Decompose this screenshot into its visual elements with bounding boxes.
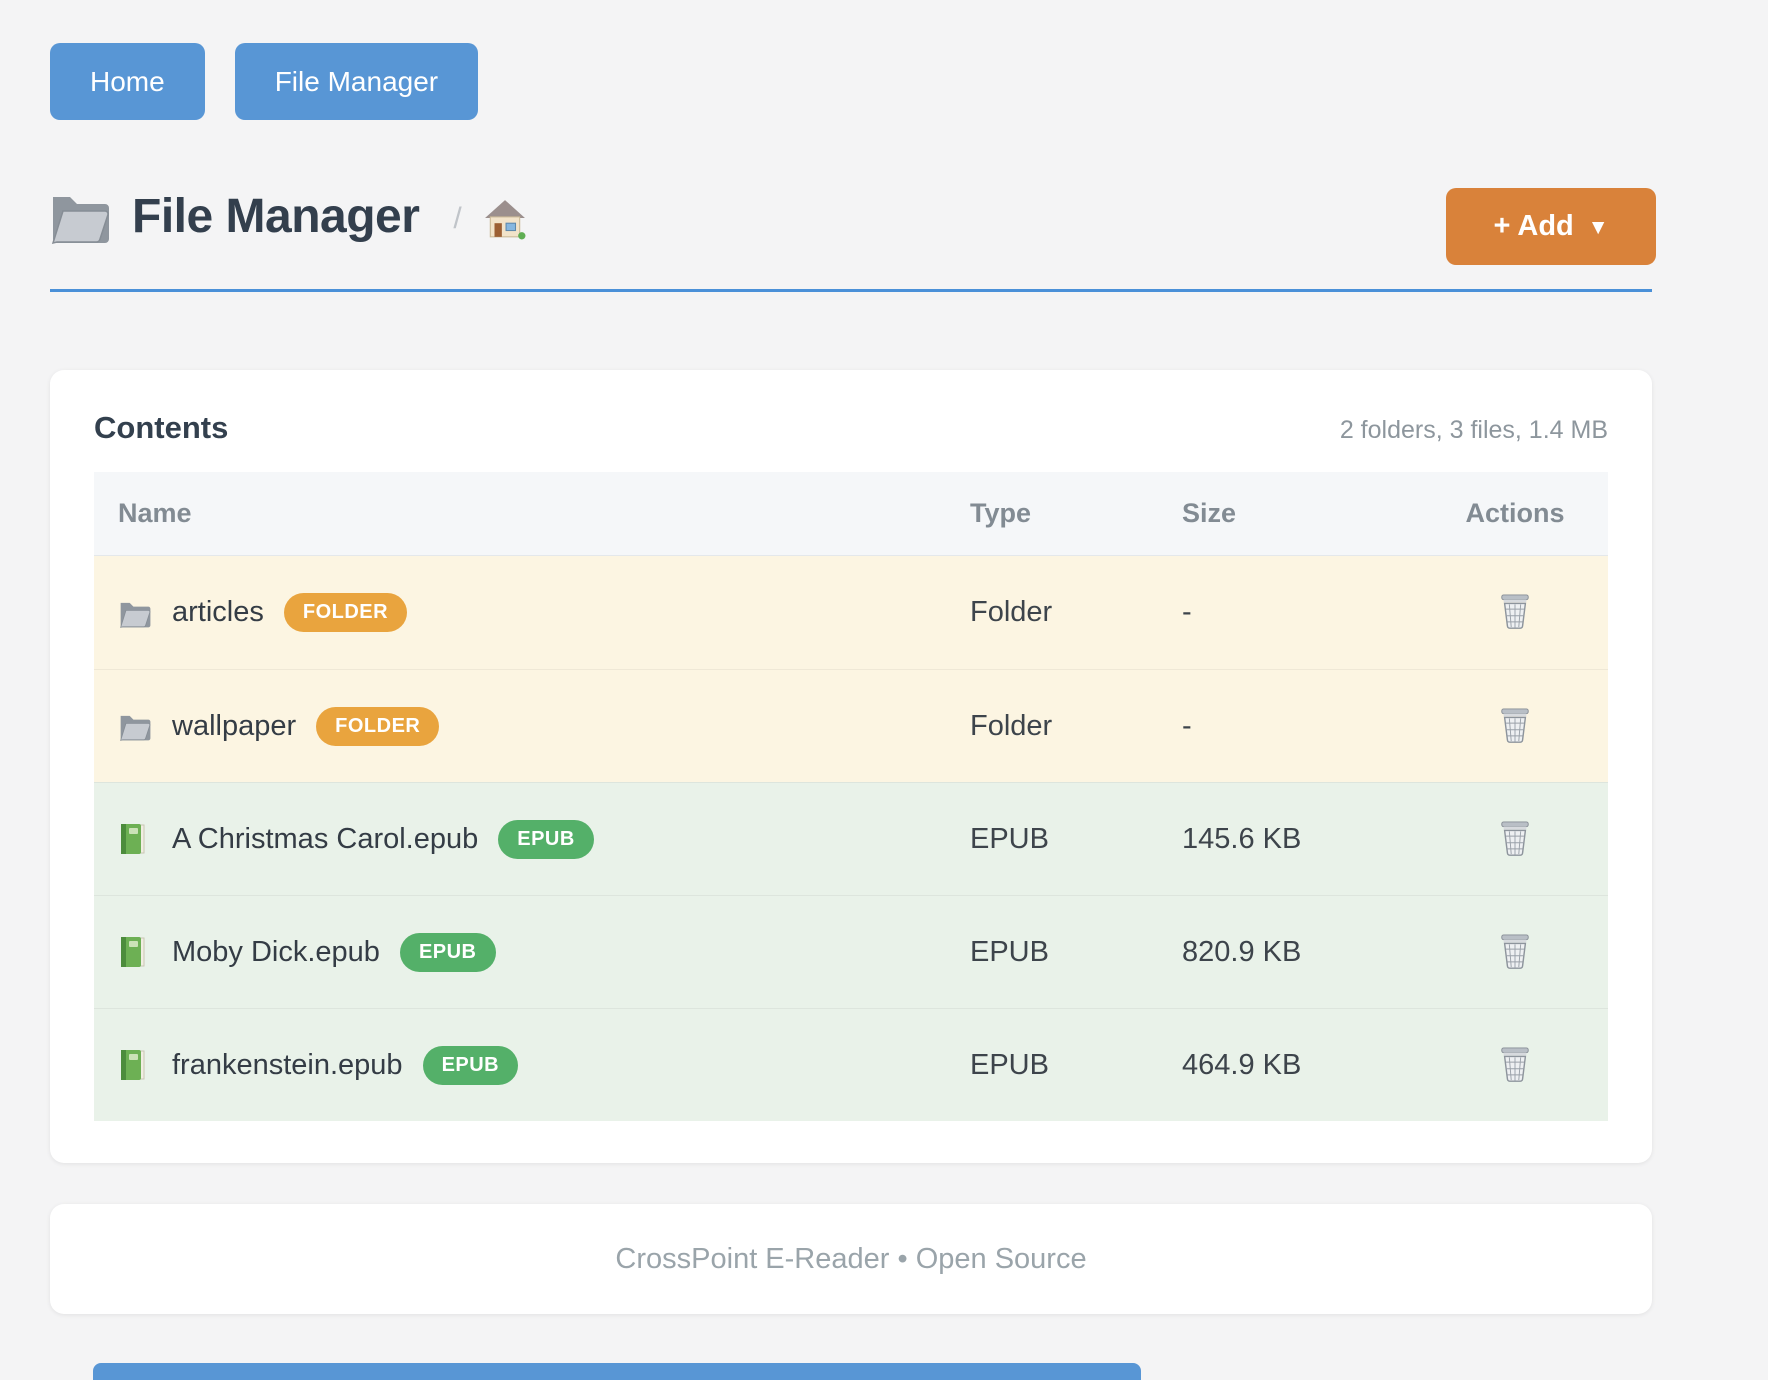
- book-icon: [118, 823, 152, 855]
- chevron-down-icon: ▼: [1587, 216, 1609, 239]
- table-header-row: Name Type Size Actions: [94, 472, 1608, 556]
- column-header-actions: Actions: [1465, 498, 1565, 528]
- trash-icon: [1498, 706, 1532, 747]
- file-name[interactable]: wallpaper: [172, 709, 297, 742]
- delete-button[interactable]: [1498, 706, 1532, 747]
- delete-button[interactable]: [1498, 819, 1532, 860]
- type-badge: EPUB: [422, 1045, 519, 1085]
- type-badge: FOLDER: [283, 593, 408, 632]
- type-cell: EPUB: [970, 822, 1049, 855]
- column-header-size: Size: [1182, 498, 1237, 528]
- table-row[interactable]: frankenstein.epub EPUB EPUB 464.9 KB: [94, 1008, 1608, 1121]
- table-row[interactable]: articles FOLDER Folder -: [94, 556, 1608, 669]
- type-badge: EPUB: [498, 819, 594, 859]
- delete-button[interactable]: [1498, 1045, 1532, 1086]
- footer-text: CrossPoint E-Reader • Open Source: [615, 1242, 1087, 1275]
- type-cell: Folder: [970, 596, 1053, 628]
- home-icon[interactable]: [484, 198, 526, 240]
- type-cell: EPUB: [970, 935, 1049, 968]
- contents-table: Name Type Size Actions articles FOLDER F…: [94, 472, 1608, 1121]
- file-name[interactable]: A Christmas Carol.epub: [172, 822, 479, 855]
- top-nav: Home File Manager: [50, 43, 479, 120]
- nav-home-button[interactable]: Home: [50, 43, 205, 120]
- breadcrumb-separator: /: [453, 202, 462, 235]
- size-cell: 464.9 KB: [1182, 1048, 1302, 1081]
- delete-button[interactable]: [1498, 592, 1532, 633]
- type-badge: EPUB: [399, 932, 496, 972]
- delete-button[interactable]: [1498, 932, 1532, 973]
- folder-icon: [118, 598, 152, 628]
- file-name[interactable]: Moby Dick.epub: [172, 935, 380, 968]
- file-name[interactable]: articles: [172, 596, 264, 628]
- file-name[interactable]: frankenstein.epub: [172, 1048, 403, 1081]
- contents-summary: 2 folders, 3 files, 1.4 MB: [1339, 416, 1608, 444]
- trash-icon: [1498, 819, 1532, 860]
- table-row[interactable]: A Christmas Carol.epub EPUB EPUB 145.6 K…: [94, 782, 1608, 895]
- page-title: File Manager: [132, 189, 420, 243]
- nav-file-manager-button[interactable]: File Manager: [234, 43, 479, 120]
- page-header: File Manager /: [48, 172, 526, 260]
- contents-heading: Contents: [94, 410, 229, 445]
- trash-icon: [1498, 932, 1532, 973]
- title-divider: [50, 289, 1652, 292]
- add-button[interactable]: + Add ▼: [1446, 188, 1656, 265]
- book-icon: [118, 1049, 152, 1081]
- book-icon: [118, 936, 152, 968]
- type-badge: FOLDER: [316, 706, 440, 746]
- partial-bottom-button[interactable]: [93, 1363, 1141, 1380]
- table-row[interactable]: wallpaper FOLDER Folder -: [94, 669, 1608, 782]
- size-cell: 820.9 KB: [1182, 935, 1302, 968]
- size-cell: 145.6 KB: [1182, 822, 1302, 855]
- folder-icon: [118, 711, 152, 741]
- add-button-label: + Add: [1493, 210, 1574, 242]
- folder-icon: [48, 187, 112, 245]
- footer: CrossPoint E-Reader • Open Source: [50, 1204, 1652, 1314]
- trash-icon: [1498, 1045, 1532, 1086]
- type-cell: EPUB: [970, 1048, 1049, 1081]
- contents-card: Contents 2 folders, 3 files, 1.4 MB Name…: [50, 370, 1652, 1163]
- trash-icon: [1498, 592, 1532, 633]
- table-body: articles FOLDER Folder - wallpaper FOLDE…: [94, 556, 1608, 1121]
- type-cell: Folder: [970, 709, 1053, 742]
- table-row[interactable]: Moby Dick.epub EPUB EPUB 820.9 KB: [94, 895, 1608, 1008]
- column-header-name: Name: [118, 498, 192, 528]
- size-cell: -: [1182, 709, 1192, 742]
- size-cell: -: [1182, 596, 1192, 628]
- column-header-type: Type: [970, 498, 1032, 528]
